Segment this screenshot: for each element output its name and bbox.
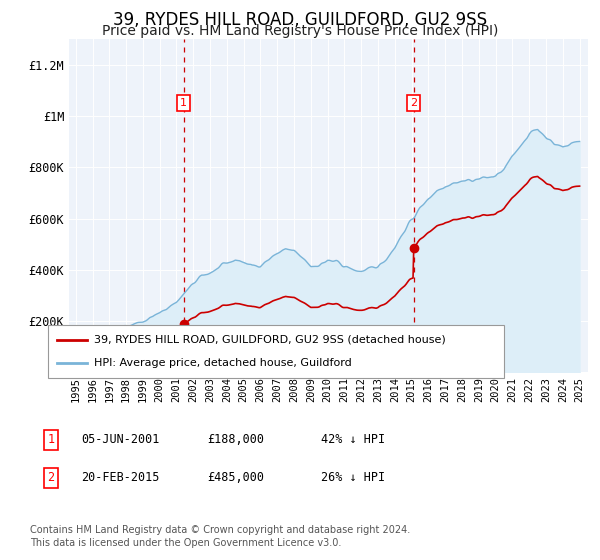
Text: 2: 2 bbox=[410, 98, 417, 108]
Text: 05-JUN-2001: 05-JUN-2001 bbox=[81, 433, 160, 446]
Text: 20-FEB-2015: 20-FEB-2015 bbox=[81, 471, 160, 484]
Text: 42% ↓ HPI: 42% ↓ HPI bbox=[321, 433, 385, 446]
Text: 1: 1 bbox=[180, 98, 187, 108]
Text: 39, RYDES HILL ROAD, GUILDFORD, GU2 9SS (detached house): 39, RYDES HILL ROAD, GUILDFORD, GU2 9SS … bbox=[94, 335, 445, 345]
Text: £188,000: £188,000 bbox=[207, 433, 264, 446]
Text: 2: 2 bbox=[47, 471, 55, 484]
Text: This data is licensed under the Open Government Licence v3.0.: This data is licensed under the Open Gov… bbox=[30, 538, 341, 548]
Text: £485,000: £485,000 bbox=[207, 471, 264, 484]
Text: Price paid vs. HM Land Registry's House Price Index (HPI): Price paid vs. HM Land Registry's House … bbox=[102, 24, 498, 38]
Text: 1: 1 bbox=[47, 433, 55, 446]
FancyBboxPatch shape bbox=[48, 325, 504, 378]
Text: Contains HM Land Registry data © Crown copyright and database right 2024.: Contains HM Land Registry data © Crown c… bbox=[30, 525, 410, 535]
Text: 39, RYDES HILL ROAD, GUILDFORD, GU2 9SS: 39, RYDES HILL ROAD, GUILDFORD, GU2 9SS bbox=[113, 11, 487, 29]
Text: HPI: Average price, detached house, Guildford: HPI: Average price, detached house, Guil… bbox=[94, 358, 352, 368]
Text: 26% ↓ HPI: 26% ↓ HPI bbox=[321, 471, 385, 484]
